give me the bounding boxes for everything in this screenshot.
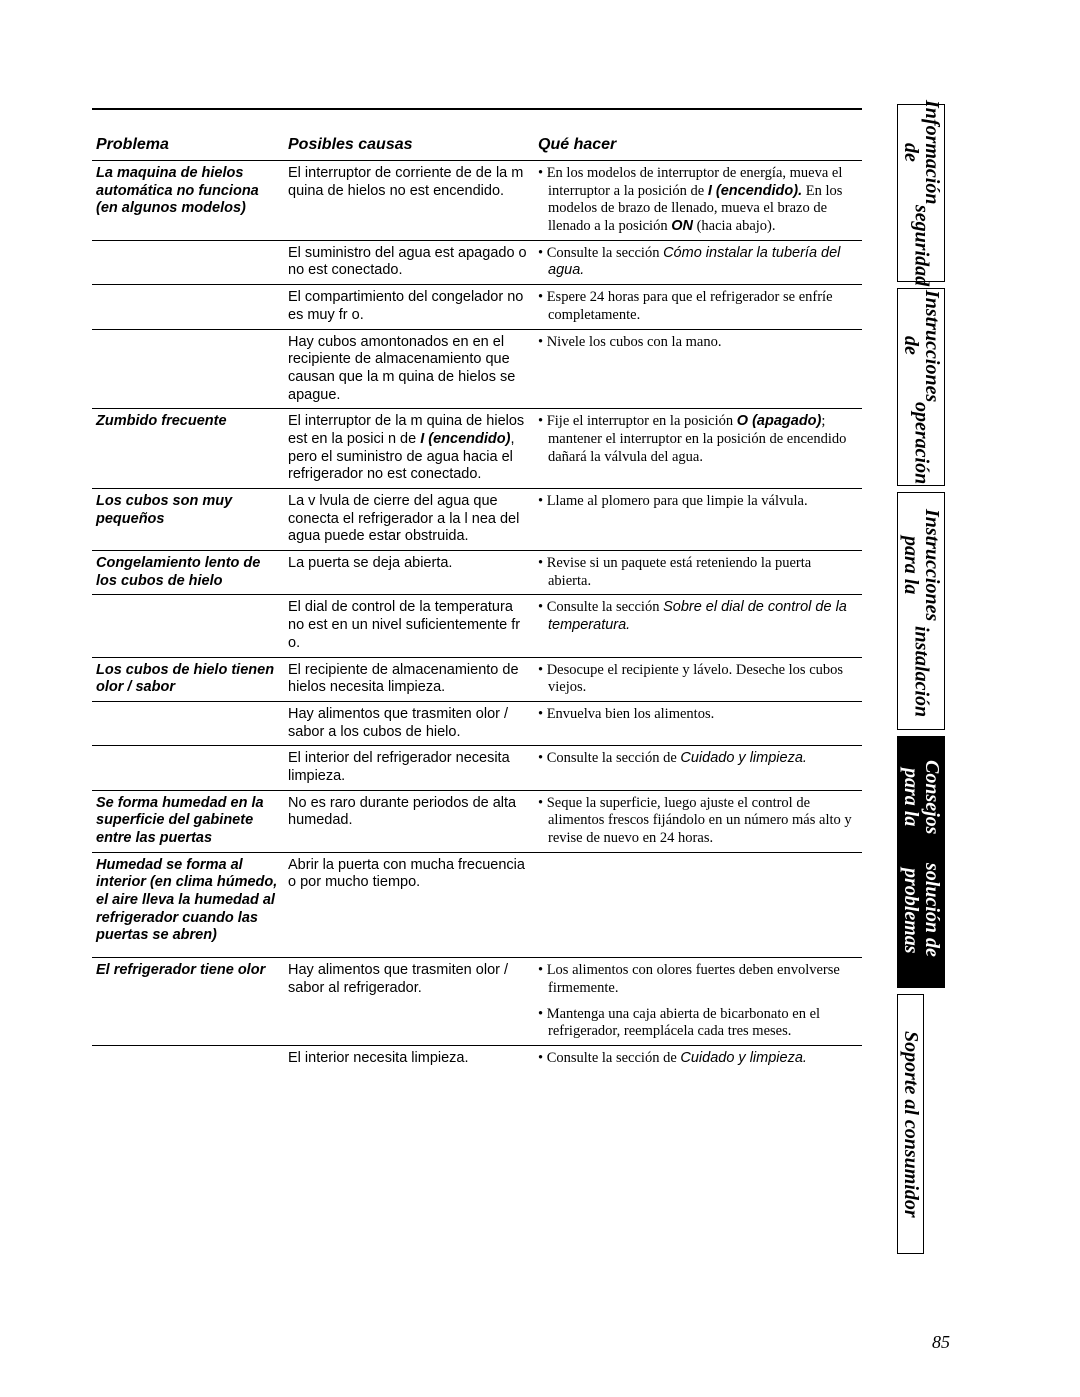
cell-problem [92,285,284,329]
cell-problem [92,329,284,409]
table-row: Humedad se forma al interior (en clima h… [92,852,862,957]
cell-problem [92,746,284,790]
table-row: El interior del refrigerador necesita li… [92,746,862,790]
table-row: El compartimiento del congelador no es m… [92,285,862,329]
cell-cause: La puerta se deja abierta. [284,551,534,595]
cell-cause: El interruptor de la m quina de hielos e… [284,409,534,489]
cell-cause: El interior del refrigerador necesita li… [284,746,534,790]
content-area: Problema Posibles causas Qué hacer La ma… [92,108,862,1072]
table-row: Zumbido frecuenteEl interruptor de la m … [92,409,862,489]
cell-problem: Los cubos de hielo tienen olor / sabor [92,657,284,701]
cell-fix: • Llame al plomero para que limpie la vá… [534,489,862,551]
table-row: El suministro del agua est apagado o no … [92,240,862,284]
page-root: Problema Posibles causas Qué hacer La ma… [92,60,977,1072]
cell-fix: • Mantenga una caja abierta de bicarbona… [534,1002,862,1046]
col-header-causes: Posibles causas [284,132,534,161]
page-number: 85 [932,1332,950,1353]
tab-line: Consejos para la [900,749,942,846]
tab-line: operación [911,402,932,484]
cell-cause: Hay cubos amontonados en en el recipient… [284,329,534,409]
cell-cause: El compartimiento del congelador no es m… [284,285,534,329]
cell-cause: La v lvula de cierre del agua que conect… [284,489,534,551]
col-header-fix: Qué hacer [534,132,862,161]
cell-fix: • Consulte la sección Cómo instalar la t… [534,240,862,284]
troubleshoot-table: Problema Posibles causas Qué hacer La ma… [92,132,862,1072]
cell-problem: El refrigerador tiene olor [92,958,284,1002]
cell-cause: El dial de control de la temperatura no … [284,595,534,657]
tab-line: solución de problemas [900,846,942,975]
tab-line: instalación [911,626,932,717]
table-row: El refrigerador tiene olorHay alimentos … [92,958,862,1002]
side-tab: Soporte al consumidor [897,994,924,1254]
cell-fix: • Seque la superficie, luego ajuste el c… [534,790,862,852]
table-row: Los cubos de hielo tienen olor / saborEl… [92,657,862,701]
table-row: Congelamiento lento de los cubos de hiel… [92,551,862,595]
tab-line: Instrucciones para la [900,505,942,626]
table-row: Se forma humedad en la superficie del ga… [92,790,862,852]
cell-problem: Congelamiento lento de los cubos de hiel… [92,551,284,595]
cell-cause [284,1002,534,1046]
cell-problem [92,1002,284,1046]
table-row: Los cubos son muy pequeñosLa v lvula de … [92,489,862,551]
cell-cause: Hay alimentos que trasmiten olor / sabor… [284,958,534,1002]
cell-problem: Zumbido frecuente [92,409,284,489]
cell-fix: • Fije el interruptor en la posición O (… [534,409,862,489]
table-row: Hay alimentos que trasmiten olor / sabor… [92,701,862,745]
cell-fix: • Desocupe el recipiente y lávelo. Desec… [534,657,862,701]
cell-fix: • Revise si un paquete está reteniendo l… [534,551,862,595]
tab-line: Instrucciones de [900,290,942,402]
side-tab: Instrucciones deoperación [897,288,945,486]
cell-problem: Humedad se forma al interior (en clima h… [92,852,284,957]
side-tab: Instrucciones para lainstalación [897,492,945,730]
cell-problem [92,240,284,284]
cell-cause: Abrir la puerta con mucha frecuencia o p… [284,852,534,957]
cell-cause: El interior necesita limpieza. [284,1045,534,1071]
cell-cause: El recipiente de almacenamiento de hielo… [284,657,534,701]
cell-problem [92,701,284,745]
cell-fix: • Espere 24 horas para que el refrigerad… [534,285,862,329]
table-row: • Mantenga una caja abierta de bicarbona… [92,1002,862,1046]
table-row: El interior necesita limpieza.• Consulte… [92,1045,862,1071]
cell-problem: Los cubos son muy pequeños [92,489,284,551]
table-row: La maquina de hielos automática no funci… [92,161,862,241]
table-header-row: Problema Posibles causas Qué hacer [92,132,862,161]
tab-line: Información de [900,100,942,204]
cell-fix: • Envuelva bien los alimentos. [534,701,862,745]
col-header-problem: Problema [92,132,284,161]
side-tabs: Información deseguridad Instrucciones deo… [897,104,977,1260]
side-tab: Consejos para lasolución de problemas [897,736,945,988]
cell-cause: El suministro del agua est apagado o no … [284,240,534,284]
cell-cause: El interruptor de corriente de de la m q… [284,161,534,241]
cell-problem [92,595,284,657]
cell-cause: Hay alimentos que trasmiten olor / sabor… [284,701,534,745]
cell-fix: • Consulte la sección de Cuidado y limpi… [534,1045,862,1071]
cell-fix: • En los modelos de interruptor de energ… [534,161,862,241]
cell-problem: La maquina de hielos automática no funci… [92,161,284,241]
top-rule [92,108,862,110]
tab-line: Soporte al consumidor [900,1031,921,1218]
table-row: El dial de control de la temperatura no … [92,595,862,657]
cell-problem [92,1045,284,1071]
tab-line: seguridad [911,205,932,286]
cell-fix [534,852,862,957]
cell-cause: No es raro durante periodos de alta hume… [284,790,534,852]
table-row: Hay cubos amontonados en en el recipient… [92,329,862,409]
cell-fix: • Los alimentos con olores fuertes deben… [534,958,862,1002]
table-body: La maquina de hielos automática no funci… [92,161,862,1072]
cell-fix: • Consulte la sección de Cuidado y limpi… [534,746,862,790]
cell-problem: Se forma humedad en la superficie del ga… [92,790,284,852]
cell-fix: • Nivele los cubos con la mano. [534,329,862,409]
cell-fix: • Consulte la sección Sobre el dial de c… [534,595,862,657]
side-tab: Información deseguridad [897,104,945,282]
